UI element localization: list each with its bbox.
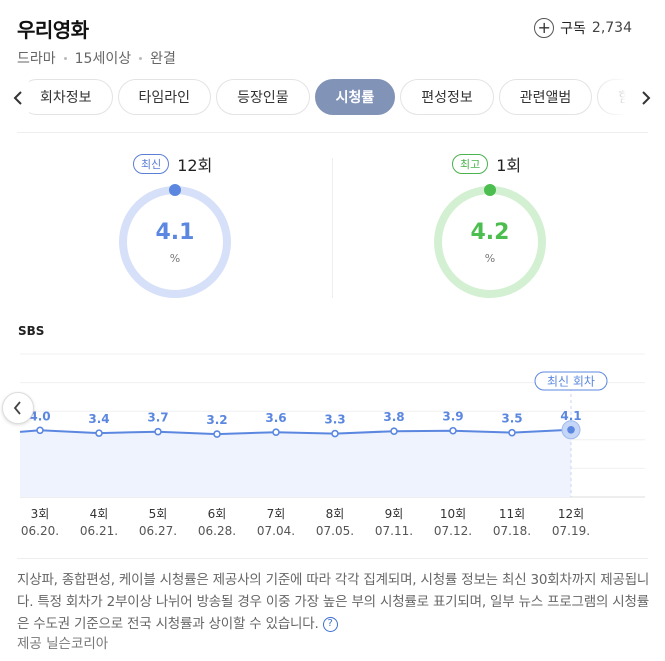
x-date-label: 06.27. <box>139 524 177 538</box>
data-point[interactable] <box>390 427 398 436</box>
best-rating-value: 4.2 <box>470 220 510 245</box>
data-label: 4.0 <box>29 409 50 423</box>
tab-5[interactable]: 관련앨범 <box>498 79 593 115</box>
tabs-fade <box>596 79 626 117</box>
latest-rating-value: 4.1 <box>155 220 195 245</box>
help-icon[interactable]: ? <box>322 616 338 632</box>
divider <box>17 558 648 559</box>
ratings-line-chart: 4.0 3회 06.20. 3.4 4회 06.21. 3.7 5회 06.27. 3.2 6회 06… <box>19 353 645 538</box>
data-label: 3.3 <box>324 413 345 427</box>
data-point[interactable] <box>154 427 162 436</box>
data-point[interactable] <box>331 429 339 438</box>
best-episode: 1회 <box>496 156 522 175</box>
tab-3[interactable]: 시청률 <box>314 79 396 115</box>
tab-4[interactable]: 편성정보 <box>400 79 494 115</box>
x-tick-label: 12회 <box>558 507 584 521</box>
separator-dot <box>139 56 143 60</box>
ratings-chart: 4.0 3회 06.20. 3.4 4회 06.21. 3.7 5회 06.27. 3.2 6회 06… <box>0 340 665 545</box>
latest-episode-callout-label: 최신 회차 <box>547 375 595 389</box>
status: 완결 <box>150 51 176 67</box>
best-rating-unit: % <box>484 252 496 265</box>
data-point[interactable] <box>508 428 516 437</box>
genre: 드라마 <box>17 51 56 67</box>
x-tick-label: 7회 <box>267 507 286 521</box>
x-tick-label: 3회 <box>31 507 50 521</box>
data-point[interactable] <box>567 425 575 434</box>
tab-bar: 회차정보타임라인등장인물시청률편성정보관련앨범함께 볼만한 <box>0 79 665 117</box>
x-tick-label: 4회 <box>90 507 109 521</box>
plus-icon: + <box>534 18 555 38</box>
x-date-label: 06.20. <box>21 524 59 538</box>
latest-rating-gauge: 4.1 % <box>115 182 235 302</box>
x-date-label: 07.05. <box>316 524 354 538</box>
latest-episode-callout <box>534 371 608 391</box>
data-label: 3.6 <box>265 411 286 425</box>
gauge-marker <box>169 184 181 196</box>
tab-0[interactable]: 회차정보 <box>29 79 113 115</box>
x-date-label: 06.21. <box>80 524 118 538</box>
x-date-label: 06.28. <box>198 524 236 538</box>
data-point[interactable] <box>95 429 103 437</box>
data-label: 3.7 <box>147 411 168 425</box>
x-tick-label: 10회 <box>440 507 466 521</box>
vertical-divider <box>332 158 333 298</box>
x-date-label: 07.18. <box>493 524 531 538</box>
age-rating: 15세이상 <box>74 51 132 67</box>
latest-badge: 최신 <box>133 154 170 174</box>
data-label: 3.8 <box>383 410 404 424</box>
data-label: 4.1 <box>560 409 581 423</box>
latest-episode: 12회 <box>177 156 213 175</box>
best-badge: 최고 <box>452 154 489 174</box>
x-date-label: 07.11. <box>375 524 413 538</box>
subscribe-label: 구독 <box>560 21 586 37</box>
notice-text: 지상파, 종합편성, 케이블 시청률은 제공사의 기준에 따라 각각 집계되며,… <box>17 572 650 632</box>
tabs-viewport: 회차정보타임라인등장인물시청률편성정보관련앨범함께 볼만한 <box>29 79 626 117</box>
subscribe-button[interactable]: + 구독 2,734 <box>534 18 632 38</box>
program-title: 우리영화 <box>17 18 89 42</box>
x-tick-label: 11회 <box>499 507 525 521</box>
x-tick-label: 5회 <box>149 507 168 521</box>
data-point[interactable] <box>449 426 457 435</box>
data-point[interactable] <box>272 428 280 436</box>
chevron-right-icon[interactable] <box>636 87 656 109</box>
x-tick-label: 9회 <box>385 507 404 521</box>
divider <box>17 132 648 133</box>
ratings-area <box>20 429 571 497</box>
ratings-notice: 지상파, 종합편성, 케이블 시청률은 제공사의 기준에 따라 각각 집계되며,… <box>17 569 653 635</box>
tab-2[interactable]: 등장인물 <box>216 79 310 115</box>
data-point[interactable] <box>213 430 221 438</box>
data-point[interactable] <box>36 426 44 435</box>
separator-dot <box>63 56 67 60</box>
best-episode-header: 최고 1회 <box>452 152 521 176</box>
x-date-label: 07.12. <box>434 524 472 538</box>
x-tick-label: 8회 <box>326 507 345 521</box>
tab-1[interactable]: 타임라인 <box>117 79 212 115</box>
x-tick-label: 6회 <box>208 507 227 521</box>
chevron-left-icon[interactable] <box>8 87 28 109</box>
chart-prev-button[interactable] <box>2 392 34 424</box>
best-rating-gauge: 4.2 % <box>430 182 550 302</box>
x-date-label: 07.19. <box>552 524 590 538</box>
data-label: 3.9 <box>442 410 463 424</box>
x-date-label: 07.04. <box>257 524 295 538</box>
subscribe-count: 2,734 <box>591 20 632 36</box>
gauge-marker <box>484 184 496 196</box>
latest-rating-unit: % <box>169 252 181 265</box>
chevron-left-icon <box>13 401 21 415</box>
data-label: 3.4 <box>88 412 109 426</box>
channel-label: SBS <box>18 324 45 338</box>
data-provider: 제공 닐슨코리아 <box>17 636 109 652</box>
program-header: 우리영화 드라마 15세이상 완결 + 구독 2,734 <box>0 0 665 80</box>
data-label: 3.2 <box>206 413 227 427</box>
program-meta: 드라마 15세이상 완결 <box>17 48 176 68</box>
latest-episode-header: 최신 12회 <box>133 152 212 176</box>
data-label: 3.5 <box>501 412 522 426</box>
